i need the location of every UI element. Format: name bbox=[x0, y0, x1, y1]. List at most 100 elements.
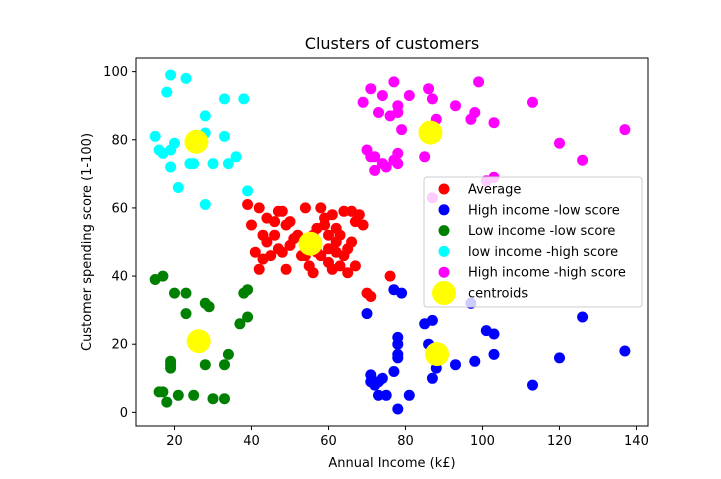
legend-label: centroids bbox=[468, 287, 528, 302]
series-2-point bbox=[207, 393, 219, 405]
legend-label: Low income -low score bbox=[468, 224, 615, 239]
series-4-point bbox=[369, 151, 381, 163]
legend-marker bbox=[438, 204, 450, 216]
series-2-point bbox=[157, 386, 169, 398]
series-0-point bbox=[261, 236, 273, 248]
series-3-point bbox=[230, 151, 242, 163]
centroid-point bbox=[298, 231, 323, 256]
series-2-point bbox=[242, 284, 254, 296]
legend-label: High income -low score bbox=[468, 203, 620, 218]
series-0-point bbox=[315, 202, 327, 214]
series-3-point bbox=[165, 69, 177, 81]
series-1-point bbox=[554, 352, 565, 364]
series-2-point bbox=[188, 389, 200, 401]
series-1-point bbox=[577, 311, 589, 323]
series-1-point bbox=[619, 345, 631, 357]
legend-marker bbox=[438, 245, 450, 257]
series-2-point bbox=[203, 301, 215, 313]
series-0-point bbox=[346, 236, 358, 248]
series-4-point bbox=[423, 83, 435, 95]
x-tick-label: 40 bbox=[243, 434, 260, 449]
series-1-point bbox=[380, 389, 392, 401]
series-2-point bbox=[161, 396, 173, 408]
series-4-point bbox=[473, 76, 485, 88]
series-4-point bbox=[403, 90, 415, 101]
series-0-point bbox=[276, 246, 288, 258]
series-1-point bbox=[488, 348, 500, 360]
series-4-point bbox=[527, 96, 538, 108]
legend-label: Average bbox=[468, 183, 521, 198]
series-0-point bbox=[334, 260, 346, 272]
series-1-point bbox=[392, 338, 404, 350]
series-1-point bbox=[403, 389, 415, 401]
legend-marker bbox=[432, 281, 456, 305]
centroid-point bbox=[418, 120, 443, 145]
series-4-point bbox=[488, 117, 500, 129]
series-2-point bbox=[219, 393, 230, 405]
series-4-point bbox=[469, 107, 481, 118]
series-4-point bbox=[365, 83, 377, 95]
series-4-point bbox=[373, 107, 384, 118]
x-tick-label: 80 bbox=[397, 434, 414, 449]
series-0-point bbox=[342, 267, 354, 279]
centroid-point bbox=[425, 342, 449, 367]
y-tick-label: 0 bbox=[120, 406, 128, 421]
series-1-point bbox=[426, 314, 438, 326]
series-3-point bbox=[165, 161, 177, 173]
series-1-point bbox=[388, 366, 400, 377]
series-4-point bbox=[380, 161, 392, 173]
series-3-point bbox=[199, 199, 211, 210]
series-2-point bbox=[169, 287, 180, 299]
series-3-point bbox=[180, 72, 192, 84]
series-2-point bbox=[242, 311, 254, 323]
series-0-point bbox=[353, 209, 365, 221]
series-0-point bbox=[334, 229, 346, 241]
series-0-point bbox=[284, 216, 296, 228]
series-2-point bbox=[234, 318, 246, 330]
series-0-point bbox=[326, 209, 338, 221]
series-2-point bbox=[157, 270, 169, 282]
series-3-point bbox=[219, 93, 230, 105]
series-4-point bbox=[426, 93, 438, 105]
series-4-point bbox=[392, 147, 404, 159]
series-0-point bbox=[323, 229, 334, 241]
series-3-point bbox=[207, 158, 219, 170]
legend-box bbox=[423, 176, 643, 308]
series-0-point bbox=[253, 202, 265, 214]
series-0-point bbox=[307, 267, 319, 279]
series-4-point bbox=[619, 124, 631, 136]
series-2-point bbox=[172, 389, 184, 401]
y-tick-label: 60 bbox=[111, 201, 128, 216]
series-4-point bbox=[369, 164, 381, 176]
x-tick-label: 60 bbox=[320, 434, 337, 449]
series-4-point bbox=[577, 154, 589, 166]
series-0-point bbox=[357, 219, 369, 231]
series-4-point bbox=[450, 100, 461, 112]
series-3-point bbox=[149, 130, 161, 142]
chart-title: Clusters of customers bbox=[305, 34, 479, 53]
x-axis-label: Annual Income (k£) bbox=[328, 456, 455, 471]
series-4-point bbox=[392, 107, 404, 118]
series-3-point bbox=[188, 158, 200, 170]
series-0-point bbox=[242, 199, 254, 210]
series-0-point bbox=[349, 260, 361, 272]
series-2-point bbox=[222, 348, 234, 360]
series-1-point bbox=[396, 287, 408, 299]
series-4-point bbox=[396, 124, 408, 136]
centroid-point bbox=[186, 329, 211, 354]
legend-label: low income -high score bbox=[468, 245, 618, 260]
series-4-point bbox=[419, 151, 431, 163]
series-0-point bbox=[269, 229, 281, 241]
series-4-point bbox=[392, 158, 404, 170]
series-3-point bbox=[219, 130, 230, 142]
series-3-point bbox=[238, 93, 250, 105]
x-tick-label: 120 bbox=[547, 434, 572, 449]
legend-marker bbox=[438, 266, 450, 278]
series-0-point bbox=[253, 263, 265, 275]
series-3-point bbox=[242, 185, 254, 197]
series-1-point bbox=[376, 372, 388, 384]
series-1-point bbox=[361, 308, 373, 320]
series-2-point bbox=[180, 308, 192, 320]
series-4-point bbox=[388, 76, 400, 88]
